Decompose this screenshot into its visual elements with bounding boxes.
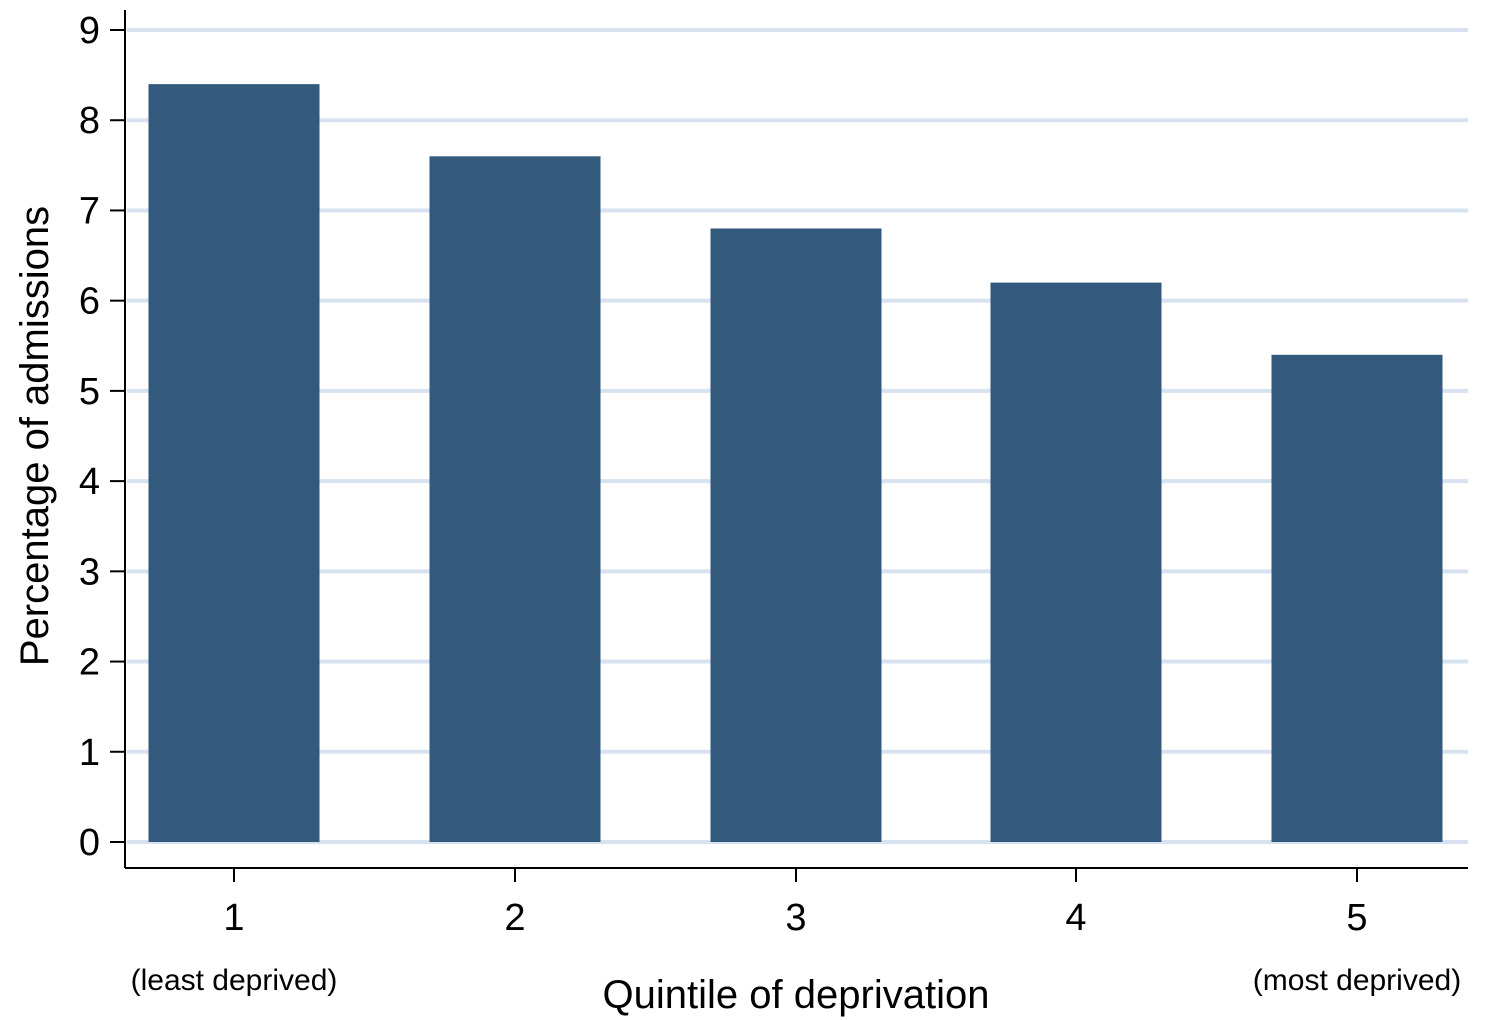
y-tick-label: 7 (79, 190, 100, 232)
y-tick-label: 5 (79, 371, 100, 413)
x-tick-label: 3 (785, 897, 806, 939)
x-tick-sublabel: (least deprived) (131, 964, 338, 997)
bar-4 (990, 282, 1162, 843)
x-axis-title: Quintile of deprivation (603, 973, 990, 1017)
y-tick-label: 8 (79, 100, 100, 142)
x-tick-label: 2 (504, 897, 525, 939)
bar-1 (148, 84, 320, 843)
y-tick-label: 0 (79, 822, 100, 864)
y-tick-label: 2 (79, 642, 100, 684)
y-tick-label: 3 (79, 551, 100, 593)
y-axis-title: Percentage of admissions (13, 206, 57, 666)
bars (148, 84, 1443, 843)
y-tick-label: 4 (79, 461, 100, 503)
y-ticks: 0 1 2 3 4 5 6 7 8 9 (79, 10, 125, 864)
y-tick-label: 1 (79, 732, 100, 774)
y-tick-label: 9 (79, 10, 100, 52)
x-tick-sublabel: (most deprived) (1253, 964, 1461, 997)
bar-3 (710, 228, 882, 842)
x-tick-label: 1 (223, 897, 244, 939)
x-tick-label: 4 (1065, 897, 1086, 939)
x-ticks: 1 (least deprived) 2 3 4 5 (most deprived) (131, 868, 1461, 997)
y-tick-label: 6 (79, 281, 100, 323)
bar-2 (429, 156, 601, 843)
x-tick-label: 5 (1346, 897, 1367, 939)
bar-5 (1271, 354, 1443, 842)
